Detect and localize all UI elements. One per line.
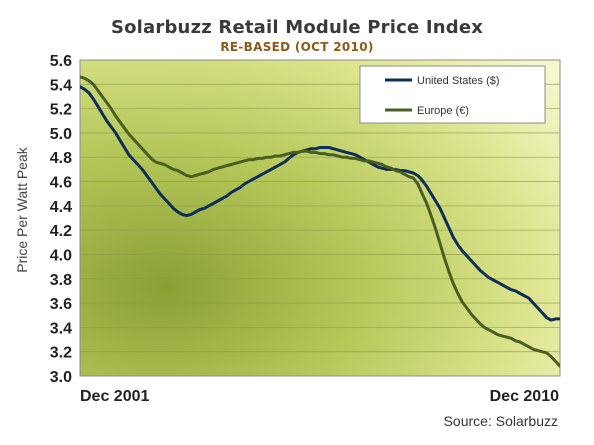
- y-tick-label: 4.2: [50, 223, 72, 240]
- legend-label-europe: Europe (€): [417, 105, 469, 117]
- y-tick-label: 3.4: [50, 320, 72, 337]
- y-tick-label: 4.8: [50, 150, 72, 167]
- y-tick-label: 3.0: [50, 369, 72, 386]
- chart-subtitle: RE-BASED (OCT 2010): [220, 40, 374, 54]
- y-tick-label: 5.2: [50, 102, 72, 119]
- y-axis-label: Price Per Watt Peak: [14, 146, 30, 273]
- series-line-us: [80, 85, 560, 322]
- grid-lines: [80, 83, 560, 353]
- y-tick-label: 3.6: [50, 296, 72, 313]
- y-tick-label: 4.0: [50, 247, 72, 264]
- y-tick-label: 5.0: [50, 126, 72, 143]
- y-tick-label: 5.6: [50, 53, 72, 70]
- legend-label-us: United States ($): [417, 75, 500, 87]
- y-tick-label: 4.6: [50, 175, 72, 192]
- y-tick-label: 5.4: [50, 77, 72, 94]
- y-tick-label: 3.2: [50, 345, 72, 362]
- y-tick-labels: 3.0 3.2 3.4 3.6 3.8 4.0 4.2 4.4 4.6 4.8 5.0 5.2 5.4 5…: [50, 53, 72, 386]
- series-line-europe: [80, 75, 560, 368]
- x-tick-label-end: Dec 2010: [490, 388, 559, 405]
- y-tick-label: 4.4: [50, 199, 72, 216]
- x-tick-label-start: Dec 2001: [80, 388, 149, 405]
- y-tick-label: 3.8: [50, 272, 72, 289]
- chart-title: Solarbuzz Retail Module Price Index: [110, 17, 484, 38]
- series-lines: [80, 75, 560, 368]
- legend: United States ($) Europe (€): [359, 65, 546, 124]
- source-note: Source: Solarbuzz: [443, 413, 558, 429]
- legend-box: [359, 65, 546, 124]
